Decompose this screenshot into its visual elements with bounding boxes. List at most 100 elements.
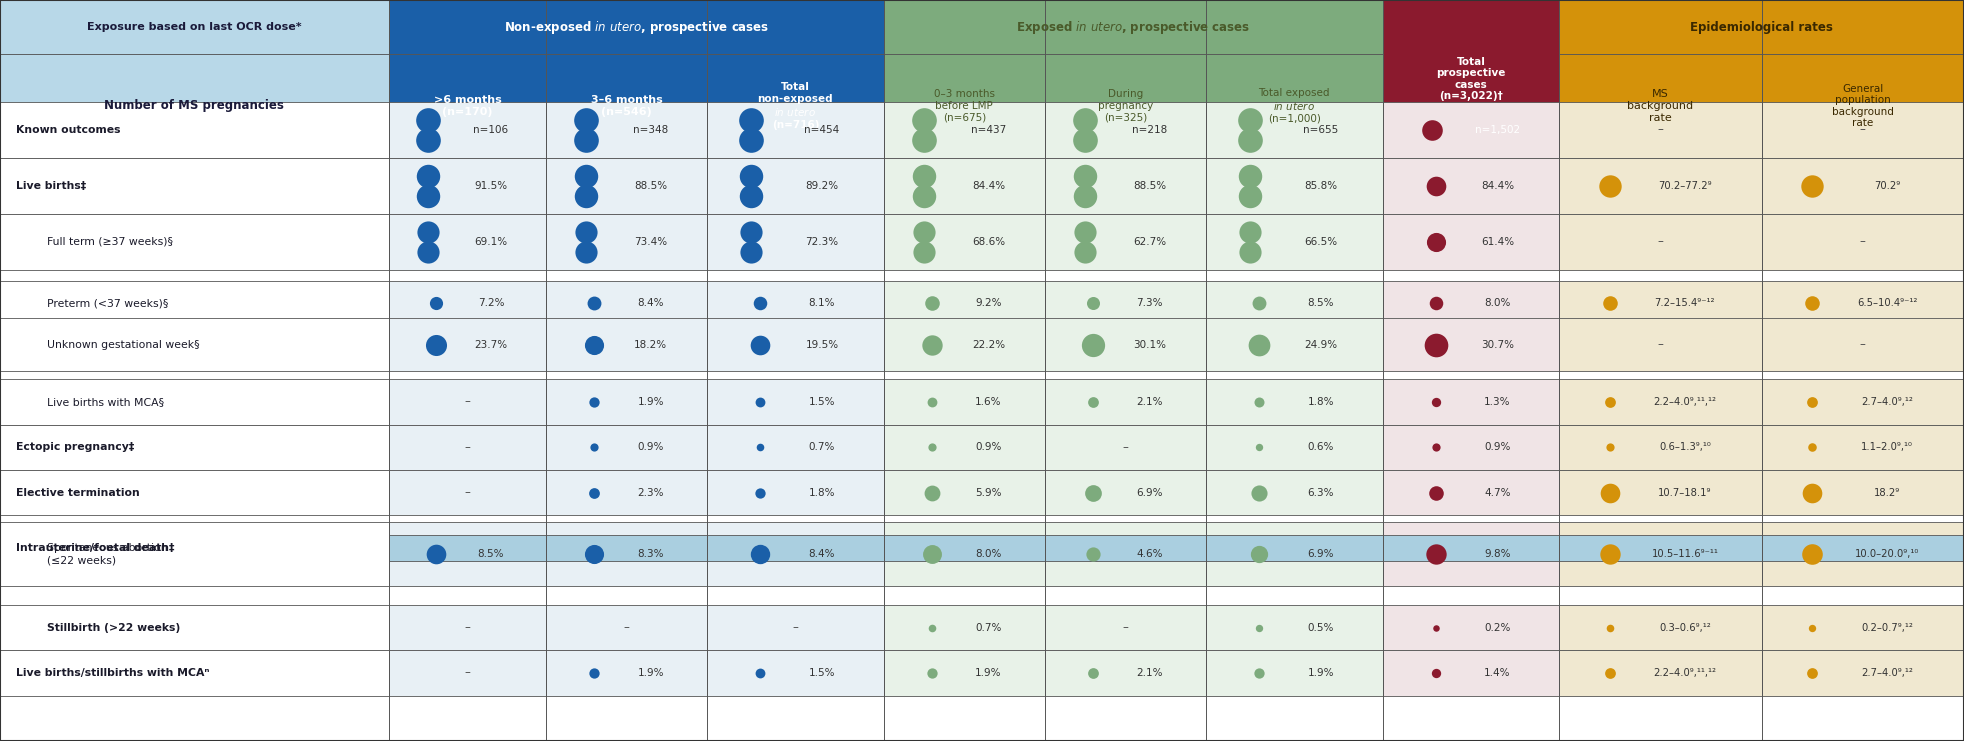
Bar [1206,281,1383,326]
Bar [0,535,389,561]
Bar [1762,158,1964,214]
Text: Live births/stillbirths with MCAⁿ: Live births/stillbirths with MCAⁿ [16,668,208,678]
Bar [389,535,546,561]
Text: 72.3%: 72.3% [805,237,839,247]
Bar [1559,0,1762,741]
Text: MS
background
rate: MS background rate [1628,90,1693,122]
Bar [1559,522,1762,586]
Point [744,487,776,499]
Point [917,548,949,560]
Text: –: – [1123,441,1127,453]
Bar [1762,535,1964,561]
Bar [0,470,389,515]
Text: 5.9%: 5.9% [976,488,1002,498]
Point [420,297,452,309]
Text: n=655: n=655 [1304,124,1337,135]
Bar [884,158,1045,214]
Text: –: – [1860,236,1866,248]
Bar [0,605,389,651]
Bar [884,535,1045,561]
Text: 8.4%: 8.4% [638,298,664,308]
Text: n=218: n=218 [1131,124,1167,135]
Bar [389,470,546,515]
Text: Total exposed
$\it{in\ utero}$
(n=1,000): Total exposed $\it{in\ utero}$ (n=1,000) [1259,88,1330,124]
Bar [1762,425,1964,470]
Bar [1762,470,1964,515]
Text: 0.3–0.6⁹,¹²: 0.3–0.6⁹,¹² [1660,622,1711,633]
Bar [0,54,389,158]
Point [1595,180,1626,192]
Point [579,487,611,499]
Bar [884,470,1045,515]
Text: 0.9%: 0.9% [638,442,664,452]
Bar [1045,158,1206,214]
Point [1420,297,1451,309]
Text: 10.5–11.6⁹⁻¹¹: 10.5–11.6⁹⁻¹¹ [1652,549,1718,559]
Point [1595,297,1626,309]
Bar [1383,651,1559,696]
Text: Elective termination: Elective termination [16,488,139,498]
Point [572,226,603,238]
Text: 23.7%: 23.7% [475,339,507,350]
Point [917,297,949,309]
Text: n=1,502: n=1,502 [1475,124,1520,135]
Bar [1383,379,1559,425]
Bar [1559,102,1762,158]
Text: 4.7%: 4.7% [1485,488,1510,498]
Text: 19.5%: 19.5% [805,339,839,350]
Text: 6.9%: 6.9% [1308,549,1334,559]
Text: 10.7–18.1⁹: 10.7–18.1⁹ [1658,488,1711,498]
Point [1420,236,1451,247]
Bar [1206,470,1383,515]
Text: –: – [1658,236,1664,248]
Point [1595,396,1626,408]
Bar [1762,0,1964,741]
Point [1068,114,1100,126]
Bar [1045,214,1206,270]
Text: –: – [793,621,797,634]
Text: 68.6%: 68.6% [972,237,1006,247]
Text: –: – [465,441,469,453]
Text: Known outcomes: Known outcomes [16,124,120,135]
Point [1420,622,1451,634]
Point [1078,548,1110,560]
Text: –: – [1658,123,1664,136]
Text: 2.7–4.0⁹,¹²: 2.7–4.0⁹,¹² [1862,668,1913,678]
Text: n=106: n=106 [473,124,509,135]
Bar [1383,158,1559,214]
Bar [1762,281,1964,326]
Bar [546,379,707,425]
Point [1233,114,1265,126]
Bar [389,522,546,586]
Bar [546,281,707,326]
Text: 1.8%: 1.8% [1308,397,1334,407]
Text: Full term (≥37 weeks)§: Full term (≥37 weeks)§ [47,237,173,247]
Text: Non-exposed $\it{in\ utero}$, prospective cases: Non-exposed $\it{in\ utero}$, prospectiv… [503,19,770,36]
Bar [389,425,546,470]
Point [917,487,949,499]
Point [907,114,939,126]
Bar [546,605,707,651]
Bar [884,651,1045,696]
Point [1420,180,1451,192]
Text: 30.7%: 30.7% [1481,339,1514,350]
Text: 7.3%: 7.3% [1137,298,1163,308]
Bar [707,281,884,326]
Text: 2.7–4.0⁹,¹²: 2.7–4.0⁹,¹² [1862,397,1913,407]
Point [917,442,949,453]
Text: –: – [465,396,469,408]
Text: 0.7%: 0.7% [809,442,835,452]
Text: 3–6 months
(n=546): 3–6 months (n=546) [591,95,662,117]
Bar [0,102,389,158]
Point [744,396,776,408]
Text: 9.8%: 9.8% [1485,549,1510,559]
Bar [546,470,707,515]
Point [572,170,603,182]
Text: n=348: n=348 [632,124,668,135]
Text: 69.1%: 69.1% [475,237,507,247]
Point [1243,548,1275,560]
Point [1243,487,1275,499]
Bar [1559,535,1762,561]
Bar [389,651,546,696]
Text: 22.2%: 22.2% [972,339,1006,350]
